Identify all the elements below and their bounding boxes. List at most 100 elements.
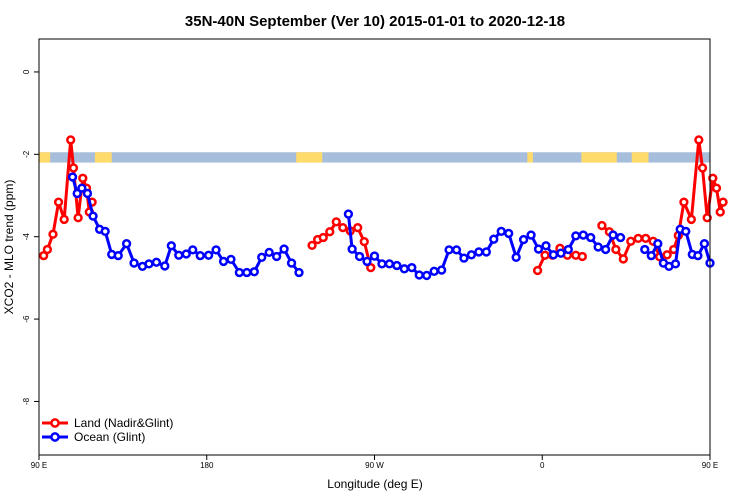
data-point — [242, 267, 252, 278]
land-span — [581, 152, 617, 163]
data-point — [429, 266, 439, 276]
data-point — [556, 248, 566, 258]
land-span — [94, 152, 112, 163]
data-point — [353, 222, 363, 233]
data-point — [686, 214, 697, 225]
data-point — [662, 250, 672, 260]
legend-label: Ocean (Glint) — [74, 430, 145, 444]
y-tick-label: -6 — [22, 315, 31, 323]
data-point — [279, 244, 289, 254]
data-point — [611, 244, 621, 255]
land-span — [631, 152, 649, 163]
x-tick-label: 90 W — [365, 461, 384, 470]
data-point — [78, 173, 88, 183]
data-point — [66, 135, 76, 145]
data-point — [129, 258, 139, 268]
x-axis-label: Longitude (deg E) — [327, 477, 422, 491]
legend-marker — [50, 432, 60, 442]
data-point — [72, 188, 82, 199]
data-point — [249, 267, 259, 277]
data-point — [377, 259, 387, 269]
data-point — [384, 259, 395, 269]
data-point — [600, 244, 611, 255]
data-point — [541, 241, 551, 251]
data-point — [325, 227, 335, 237]
data-point — [226, 254, 236, 265]
legend: Land (Nadir&Glint)Ocean (Glint) — [42, 416, 173, 444]
data-point — [489, 234, 499, 244]
data-point — [715, 207, 725, 217]
data-point — [459, 253, 469, 263]
data-point — [693, 250, 703, 261]
data-point — [68, 163, 79, 173]
data-point — [113, 250, 123, 261]
data-point — [286, 258, 297, 268]
data-point — [88, 211, 98, 221]
land-span — [296, 152, 323, 163]
data-point — [414, 270, 424, 280]
data-point — [511, 252, 521, 262]
data-point — [694, 135, 704, 145]
y-tick-label: 0 — [22, 69, 31, 74]
data-point — [59, 214, 69, 225]
data-point — [82, 188, 93, 199]
x-tick-label: 0 — [540, 461, 545, 470]
land-ocean-mask — [39, 152, 710, 163]
chart-title: 35N-40N September (Ver 10) 2015-01-01 to… — [185, 13, 565, 30]
x-tick-label: 90 E — [702, 461, 718, 470]
data-point — [577, 251, 587, 262]
series-ocean — [67, 172, 715, 281]
data-point — [618, 254, 628, 264]
data-point — [533, 244, 544, 254]
data-point — [174, 250, 184, 260]
data-point — [144, 259, 154, 269]
data-point — [362, 256, 372, 267]
data-point — [436, 265, 447, 275]
data-point — [681, 226, 691, 236]
data-point — [646, 250, 656, 261]
data-point — [188, 245, 198, 255]
data-point — [586, 232, 596, 243]
legend-label: Land (Nadir&Glint) — [74, 416, 173, 430]
data-point — [338, 222, 348, 233]
land-span — [39, 152, 51, 163]
data-point — [626, 236, 636, 246]
data-point — [641, 233, 651, 244]
data-point — [211, 245, 221, 255]
data-point — [347, 244, 357, 254]
data-point — [444, 245, 454, 255]
y-axis-label: XCO2 - MLO trend (ppm) — [2, 180, 16, 315]
data-point — [257, 252, 267, 262]
data-point — [653, 239, 663, 249]
data-point — [195, 250, 205, 261]
data-point — [203, 250, 214, 260]
y-tick-label: -4 — [22, 233, 31, 241]
data-point — [264, 247, 274, 258]
data-point — [504, 228, 514, 239]
data-point — [100, 226, 110, 236]
data-point — [42, 244, 53, 255]
x-tick-label: 180 — [200, 461, 214, 470]
data-point — [699, 239, 710, 249]
data-point — [702, 213, 712, 223]
data-point — [166, 241, 176, 251]
data-point — [640, 244, 650, 255]
data-point — [294, 267, 304, 278]
data-point — [708, 173, 718, 183]
data-point — [526, 230, 536, 240]
data-point — [77, 183, 87, 193]
legend-marker — [50, 418, 60, 428]
data-point — [67, 172, 78, 182]
data-point — [608, 230, 618, 240]
data-point — [532, 265, 543, 276]
data-point — [392, 260, 402, 271]
data-point — [571, 231, 581, 241]
data-point — [578, 230, 588, 240]
ocean-band — [39, 152, 710, 163]
data-point — [466, 250, 477, 260]
data-point — [160, 261, 170, 271]
data-point — [359, 236, 369, 247]
data-point — [518, 234, 529, 245]
data-point — [234, 267, 245, 278]
